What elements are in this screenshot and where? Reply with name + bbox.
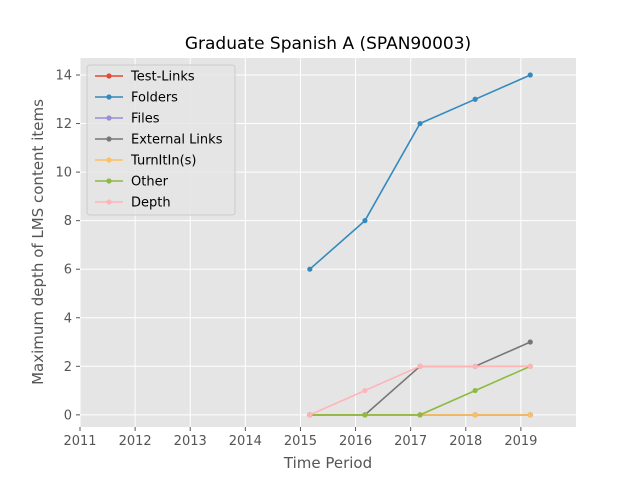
- legend-marker: [106, 136, 112, 142]
- series-lines: [307, 72, 533, 418]
- legend-label: TurnItIn(s): [130, 154, 196, 169]
- data-point-depth: [527, 363, 533, 369]
- data-point-folders: [527, 72, 533, 78]
- legend-label: Test-Links: [130, 70, 195, 85]
- y-tick-label: 6: [64, 263, 72, 278]
- legend-frame: [86, 64, 236, 216]
- data-point-external-links: [527, 339, 533, 345]
- data-point-other: [472, 387, 478, 394]
- legend-item-other: Other: [95, 175, 169, 190]
- data-point-turnitin-s: [527, 412, 533, 418]
- legend-marker: [106, 199, 112, 205]
- y-tick-label: 4: [64, 311, 72, 326]
- data-point-folders: [417, 120, 423, 127]
- y-axis-label: Maximum depth of LMS content items: [29, 99, 47, 385]
- y-tick-label: 0: [64, 408, 72, 423]
- data-point-turnitin-s: [472, 412, 478, 418]
- legend-item-files: Files: [95, 112, 160, 127]
- legend-marker: [106, 178, 112, 184]
- legend-item-folders: Folders: [95, 91, 178, 106]
- legend-item-turnitin-s: TurnItIn(s): [95, 154, 196, 169]
- x-axis-ticks: 2011 2012 2013 2014 2015 2016 2017 2018 2019: [63, 427, 537, 449]
- data-point-depth: [472, 363, 478, 369]
- x-tick-label: 2013: [174, 434, 207, 449]
- legend: Test-Links Folders Files External Links Turn…: [86, 64, 236, 216]
- x-tick-label: 2015: [284, 434, 317, 449]
- series-folders: [307, 72, 533, 272]
- legend-label: Depth: [131, 196, 171, 211]
- legend-label: Folders: [131, 91, 178, 106]
- x-axis-label: Time Period: [283, 454, 372, 472]
- legend-marker: [106, 73, 112, 79]
- x-tick-label: 2014: [229, 434, 262, 449]
- legend-label: Other: [131, 175, 169, 190]
- x-tick-label: 2011: [63, 434, 96, 449]
- legend-item-external-links: External Links: [95, 133, 223, 148]
- data-point-folders: [472, 96, 478, 102]
- data-point-folders: [307, 266, 313, 272]
- data-point-depth: [417, 363, 423, 369]
- y-tick-label: 2: [64, 360, 72, 375]
- x-tick-label: 2012: [119, 434, 152, 449]
- data-point-other: [362, 412, 368, 418]
- data-point-folders: [362, 218, 368, 224]
- legend-label: Files: [131, 112, 160, 127]
- y-tick-label: 8: [64, 214, 72, 229]
- data-point-depth: [362, 387, 368, 394]
- x-tick-label: 2019: [504, 434, 537, 449]
- x-tick-label: 2017: [394, 434, 427, 449]
- data-point-depth: [307, 412, 313, 418]
- y-tick-label: 12: [55, 117, 72, 132]
- y-tick-label: 14: [55, 68, 72, 83]
- legend-marker: [106, 94, 112, 100]
- series-depth: [307, 363, 533, 418]
- data-point-other: [417, 412, 423, 418]
- y-tick-label: 10: [55, 166, 72, 181]
- legend-marker: [106, 157, 112, 163]
- y-axis-ticks: 0 2 4 6 8 10 12 14: [55, 68, 80, 423]
- x-tick-label: 2016: [339, 434, 372, 449]
- legend-item-depth: Depth: [95, 196, 171, 211]
- legend-item-test-links: Test-Links: [95, 70, 195, 85]
- legend-marker: [106, 115, 112, 121]
- chart-title: Graduate Spanish A (SPAN90003): [185, 34, 471, 54]
- legend-label: External Links: [131, 133, 223, 148]
- x-tick-label: 2018: [449, 434, 482, 449]
